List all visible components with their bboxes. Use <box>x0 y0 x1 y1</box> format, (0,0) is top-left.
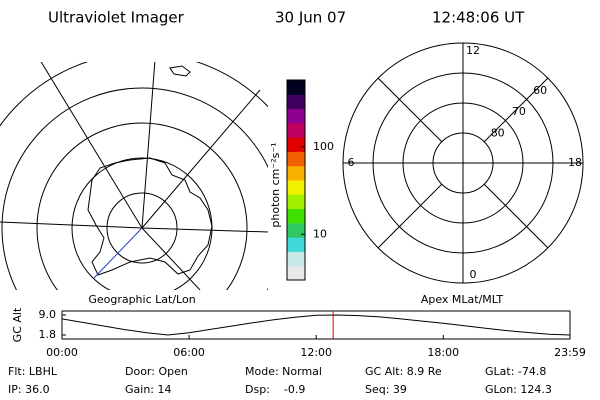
status-field: GC Alt: 8.9 Re <box>365 365 442 378</box>
status-field: Door: Open <box>125 365 188 378</box>
mlt-label: 12 <box>466 44 480 57</box>
lat-label: 60 <box>533 84 547 97</box>
colorbar-segment <box>287 265 305 281</box>
status-field: IP: 36.0 <box>8 383 50 396</box>
geo-map <box>0 62 268 290</box>
sun-direction <box>93 227 143 279</box>
colorbar-frame <box>286 79 306 281</box>
x-tick-label: 00:00 <box>46 346 78 359</box>
status-field: Seq: 39 <box>365 383 407 396</box>
lat-ring <box>1 87 268 290</box>
mlt-label: 6 <box>348 156 355 169</box>
colorbar-segment <box>287 208 305 224</box>
meridian <box>40 62 143 229</box>
mag-grid <box>342 42 584 284</box>
status-field: Gain: 14 <box>125 383 172 396</box>
mlt-line <box>377 183 443 249</box>
lat-ring <box>36 122 248 290</box>
lat-label: 80 <box>491 126 505 139</box>
lat-ring <box>372 72 554 254</box>
title: Ultraviolet Imager <box>48 9 185 27</box>
status-field: Mode: Normal <box>245 365 322 378</box>
colorbar-tick-label: 100 <box>313 140 334 153</box>
mlt-line <box>483 77 549 143</box>
y-axis-label: GC Alt <box>11 307 24 342</box>
colorbar-segment <box>287 165 305 181</box>
meridian <box>0 221 143 229</box>
x-tick-label: 18:00 <box>427 346 459 359</box>
colorbar-segment <box>287 237 305 252</box>
mlt-label: 18 <box>568 156 582 169</box>
date: 30 Jun 07 <box>275 9 346 27</box>
coastline <box>87 157 213 276</box>
meridian <box>141 227 268 233</box>
status-field: Dsp: -0.9 <box>245 383 305 396</box>
colorbar-tick-label: 10 <box>313 227 327 240</box>
colorbar-segment <box>287 137 305 152</box>
colorbar-segment <box>287 122 305 138</box>
panel-label: Apex MLat/MLT <box>421 293 504 306</box>
colorbar-label: photon cm⁻²s⁻¹ <box>269 142 282 227</box>
status-field: Flt: LBHL <box>8 365 58 378</box>
status-field: GLat: -74.8 <box>485 365 546 378</box>
colorbar-segment <box>287 94 305 110</box>
meridian <box>141 62 156 229</box>
colorbar-segment <box>287 180 305 195</box>
meridian <box>141 89 261 229</box>
coastline <box>169 65 191 77</box>
panel-label: Geographic Lat/Lon <box>88 293 195 306</box>
lat-ring <box>402 102 524 224</box>
lat-ring <box>106 192 178 264</box>
status-field: GLon: 124.3 <box>485 383 552 396</box>
x-tick-label: 06:00 <box>173 346 205 359</box>
x-tick-label: 12:00 <box>300 346 332 359</box>
colorbar-segment <box>287 151 305 167</box>
lat-ring <box>432 132 494 194</box>
x-tick-label: 23:59 <box>554 346 586 359</box>
mlt-line <box>377 77 443 143</box>
meridian <box>141 227 201 290</box>
altitude-line <box>61 314 571 336</box>
y-tick-label: 1.8 <box>39 328 57 341</box>
time: 12:48:06 UT <box>432 9 525 27</box>
y-tick-label: 9.0 <box>39 308 57 321</box>
mlt-label: 0 <box>470 268 477 281</box>
mlt-line <box>483 183 549 249</box>
colorbar-segment <box>287 251 305 267</box>
lat-label: 70 <box>512 105 526 118</box>
colorbar-segment <box>287 108 305 124</box>
colorbar-segment <box>287 222 305 238</box>
colorbar-segment <box>287 194 305 210</box>
colorbar-segment <box>287 80 305 95</box>
